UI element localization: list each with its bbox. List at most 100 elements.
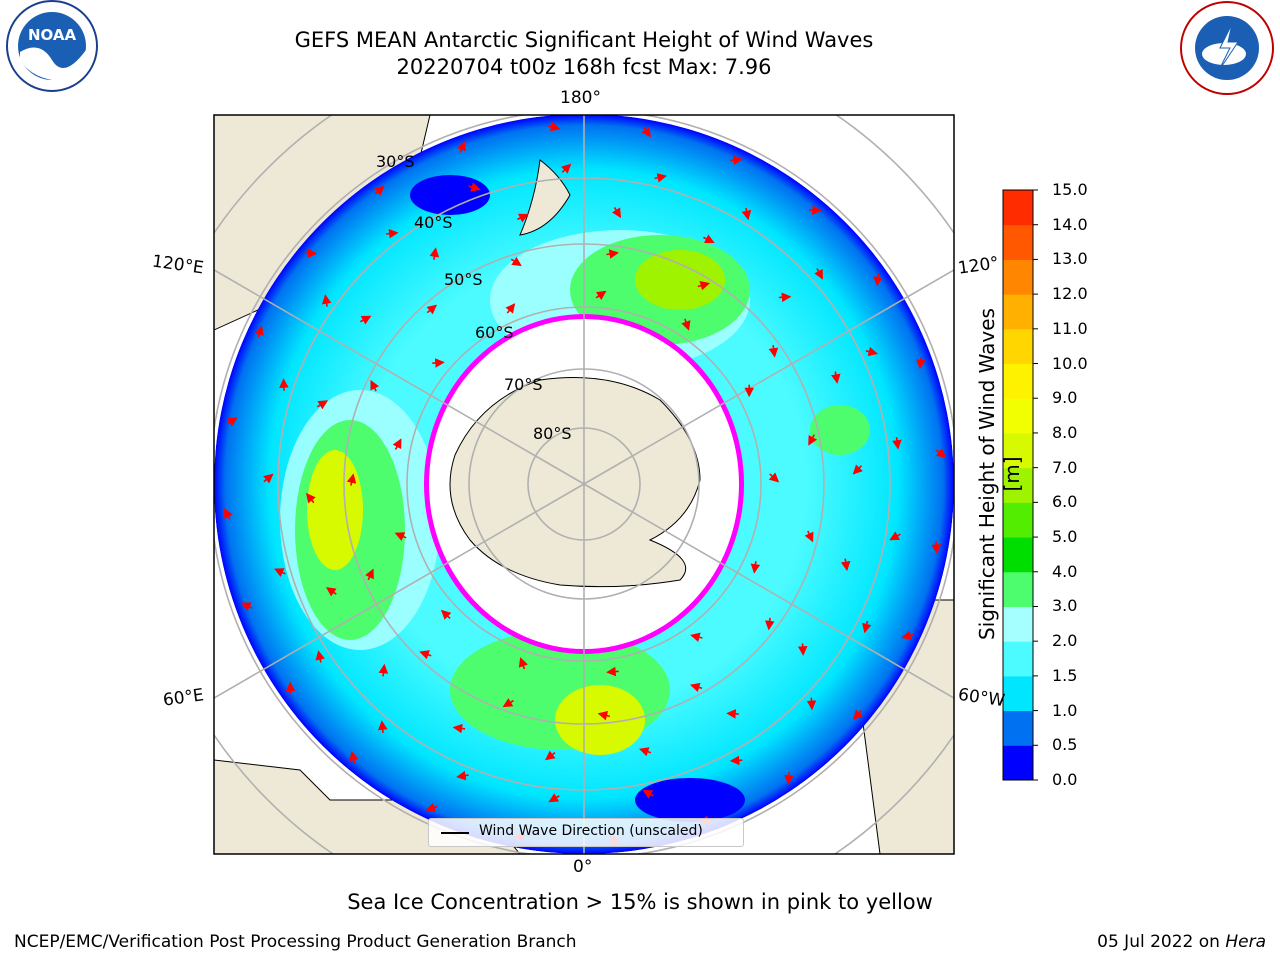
wave-direction-arrow	[654, 173, 667, 183]
colorbar-segment	[1003, 294, 1033, 330]
wave-direction-arrow	[240, 602, 253, 612]
nws-logo	[1180, 1, 1274, 95]
wave-direction-arrow	[386, 228, 399, 239]
wave-direction-arrow	[916, 356, 926, 370]
wave-direction-arrow	[865, 346, 879, 357]
lat-label-30s: 30°S	[376, 152, 415, 171]
colorbar-tick-label: 1.5	[1052, 665, 1078, 685]
wave-direction-arrow	[392, 438, 402, 450]
colorbar-segment	[1003, 432, 1033, 469]
colorbar-segment	[1003, 675, 1033, 712]
wave-direction-arrow	[638, 747, 652, 757]
wave-direction-arrow	[768, 345, 779, 358]
colorbar-frame	[1002, 189, 1034, 781]
colorbar-segment	[1003, 467, 1033, 503]
wave-direction-arrow	[901, 630, 914, 640]
wave-direction-arrow	[374, 185, 385, 196]
wave-direction-arrow	[370, 379, 380, 392]
colorbar-segment	[1003, 537, 1033, 573]
wave-direction-arrow	[764, 617, 775, 631]
wave-direction-arrow	[814, 268, 823, 280]
wave-direction-arrow	[931, 541, 942, 554]
wave-direction-arrow	[892, 437, 902, 450]
lat-label-70s: 70°S	[504, 375, 543, 394]
colorbar-tick-label: 4.0	[1052, 561, 1078, 581]
colorbar-tick-label: 0.0	[1052, 770, 1078, 789]
wave-direction-arrow	[378, 663, 389, 677]
wave-direction-arrow	[548, 793, 560, 803]
colorbar-tick-label: 3.0	[1052, 596, 1078, 616]
wave-direction-arrow	[750, 561, 761, 574]
wave-direction-arrow	[741, 207, 752, 221]
colorbar-tick-label: 8.0	[1052, 422, 1078, 442]
wave-direction-arrow	[697, 281, 711, 291]
wave-direction-arrow	[517, 213, 529, 223]
colorbar-tick-label: 14.0	[1052, 214, 1088, 234]
wave-direction-arrow	[346, 473, 357, 486]
wave-direction-arrow	[778, 292, 792, 303]
wave-direction-arrow	[432, 358, 445, 368]
wave-direction-arrow	[597, 711, 611, 721]
colorbar-segment	[1003, 606, 1033, 642]
wave-direction-arrow	[595, 290, 607, 301]
wave-direction-arrow	[690, 632, 703, 642]
wave-direction-arrow	[325, 587, 337, 597]
wave-direction-arrow	[502, 698, 514, 708]
map-frame	[213, 114, 955, 855]
wave-direction-arrow	[316, 400, 329, 410]
colorbar-title: Significant Height of Wind Waves [m]	[975, 308, 1024, 640]
wave-direction-arrow	[315, 650, 325, 663]
colorbar-segment	[1003, 363, 1033, 399]
wave-direction-arrow	[703, 234, 715, 244]
lon-label-180: 180°	[560, 88, 601, 108]
lat-label-80s: 80°S	[533, 424, 572, 443]
wave-direction-arrow	[321, 294, 332, 307]
colorbar-segment	[1003, 328, 1033, 365]
wave-direction-arrow	[729, 755, 743, 766]
wave-direction-arrow	[273, 568, 286, 577]
colorbar-segment	[1003, 745, 1033, 781]
wave-direction-arrow	[797, 643, 808, 656]
wave-direction-arrow	[730, 155, 743, 165]
wave-direction-arrow	[365, 568, 374, 581]
wave-direction-arrow	[505, 303, 516, 314]
wave-direction-arrow	[681, 318, 691, 331]
wave-direction-arrow	[853, 709, 864, 720]
wave-direction-arrow	[768, 472, 780, 483]
wave-direction-arrow	[263, 473, 274, 484]
wave-direction-arrow	[426, 304, 438, 315]
wave-direction-arrow	[561, 163, 572, 174]
wave-direction-arrow	[377, 720, 388, 733]
wave-direction-arrow	[452, 723, 466, 734]
wave-direction-arrow	[349, 750, 359, 764]
map-title: GEFS MEAN Antarctic Significant Height o…	[294, 28, 874, 52]
wave-direction-arrow	[873, 273, 883, 287]
wave-direction-arrow	[889, 531, 901, 541]
wave-direction-arrow	[804, 530, 814, 543]
wave-direction-arrow	[456, 770, 469, 781]
colorbar-segment	[1003, 190, 1033, 226]
wave-direction-arrow	[510, 256, 522, 267]
lon-label-0: 0°	[573, 857, 593, 877]
wave-direction-arrow	[852, 464, 863, 475]
noaa-logo: NOAA	[6, 0, 98, 92]
colorbar-tick-label: 9.0	[1052, 388, 1078, 408]
wave-direction-arrow	[548, 122, 561, 132]
wave-direction-arrow	[808, 434, 818, 446]
svg-text:NOAA: NOAA	[28, 26, 77, 44]
wave-direction-arrow	[306, 492, 316, 504]
wave-direction-arrow	[611, 206, 622, 219]
wave-direction-arrow	[606, 249, 619, 259]
wave-direction-arrow	[606, 666, 619, 677]
sea-ice-note: Sea Ice Concentration > 15% is shown in …	[347, 890, 933, 914]
date-stamp: 05 Jul 2022 on Hera	[1097, 932, 1266, 952]
colorbar-tick-label: 0.5	[1052, 735, 1078, 755]
wave-direction-arrow	[440, 609, 452, 620]
colorbar-segment	[1003, 571, 1033, 607]
colorbar-segment	[1003, 224, 1033, 260]
wave-direction-arrow	[254, 325, 264, 338]
lat-label-40s: 40°S	[414, 213, 453, 232]
legend-line-swatch	[441, 832, 469, 834]
colorbar-segment	[1003, 398, 1033, 434]
colorbar-tick-label: 6.0	[1052, 492, 1078, 512]
